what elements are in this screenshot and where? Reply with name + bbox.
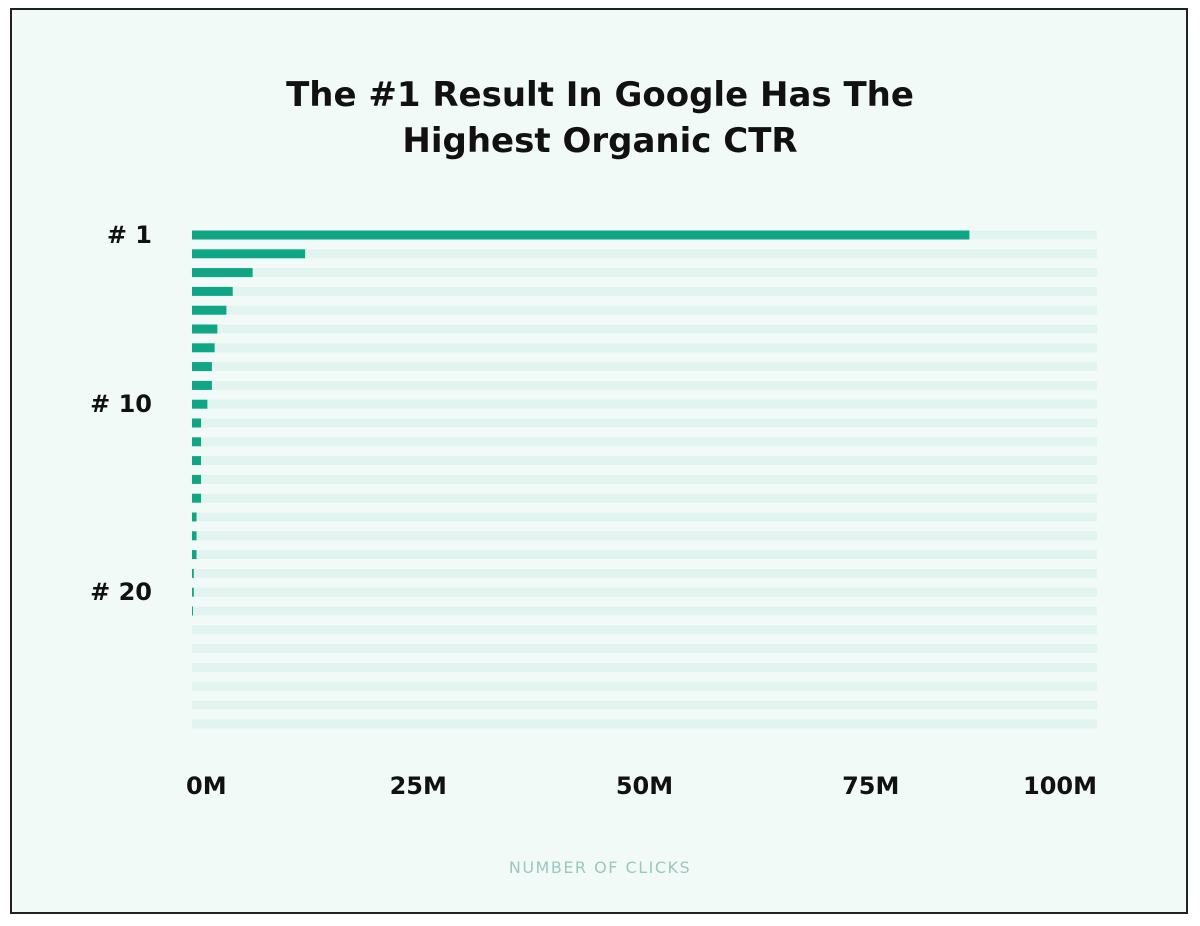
bar-track [192, 512, 1097, 522]
x-tick-label: 25M [390, 772, 447, 800]
bar-track [192, 305, 1097, 315]
bar [192, 399, 208, 409]
bar-track [192, 531, 1097, 541]
bar [192, 230, 970, 240]
bar-track [192, 456, 1097, 466]
chart-title-line-2: Highest Organic CTR [402, 121, 798, 161]
bar-track [192, 268, 1097, 278]
bar-track [192, 662, 1097, 672]
bar-track [192, 568, 1097, 578]
bar-track [192, 399, 1097, 409]
bar-track [192, 380, 1097, 390]
bar [192, 568, 194, 578]
bar [192, 606, 193, 616]
bar [192, 305, 227, 315]
bar [192, 380, 212, 390]
bar-track [192, 681, 1097, 691]
bar-track [192, 700, 1097, 710]
bar [192, 512, 197, 522]
bar [192, 437, 202, 447]
bar [192, 474, 202, 484]
bar-track [192, 606, 1097, 616]
bar [192, 249, 306, 259]
bar [192, 418, 202, 428]
x-tick-label: 50M [616, 772, 673, 800]
x-tick-label: 75M [842, 772, 899, 800]
y-tick-label: # 10 [90, 390, 152, 418]
x-axis-label: NUMBER OF CLICKS [508, 858, 692, 877]
bar-track [192, 625, 1097, 635]
bar [192, 531, 197, 541]
bar-track [192, 493, 1097, 503]
bar [192, 286, 233, 296]
x-tick-label: 0M [186, 772, 227, 800]
bar-track [192, 437, 1097, 447]
bar [192, 268, 253, 278]
bar [192, 493, 202, 503]
bar-track [192, 286, 1097, 296]
bar-track [192, 474, 1097, 484]
bar [192, 362, 212, 372]
x-tick-label: 100M [1023, 772, 1097, 800]
bar-track [192, 719, 1097, 729]
bar-track [192, 418, 1097, 428]
chart-title-line-1: The #1 Result In Google Has The [286, 75, 914, 115]
bar [192, 456, 202, 466]
bar [192, 324, 218, 334]
bar [192, 587, 194, 597]
bar [192, 343, 215, 353]
bar-track [192, 362, 1097, 372]
bar-track [192, 324, 1097, 334]
chart-title: The #1 Result In Google Has The Highest … [0, 72, 1200, 164]
bar-track [192, 550, 1097, 560]
y-tick-label: # 20 [90, 578, 152, 606]
bar [192, 550, 197, 560]
bar-track [192, 644, 1097, 654]
bar-track [192, 343, 1097, 353]
bar-track [192, 587, 1097, 597]
bar-track [192, 249, 1097, 259]
y-tick-label: # 1 [107, 221, 152, 249]
